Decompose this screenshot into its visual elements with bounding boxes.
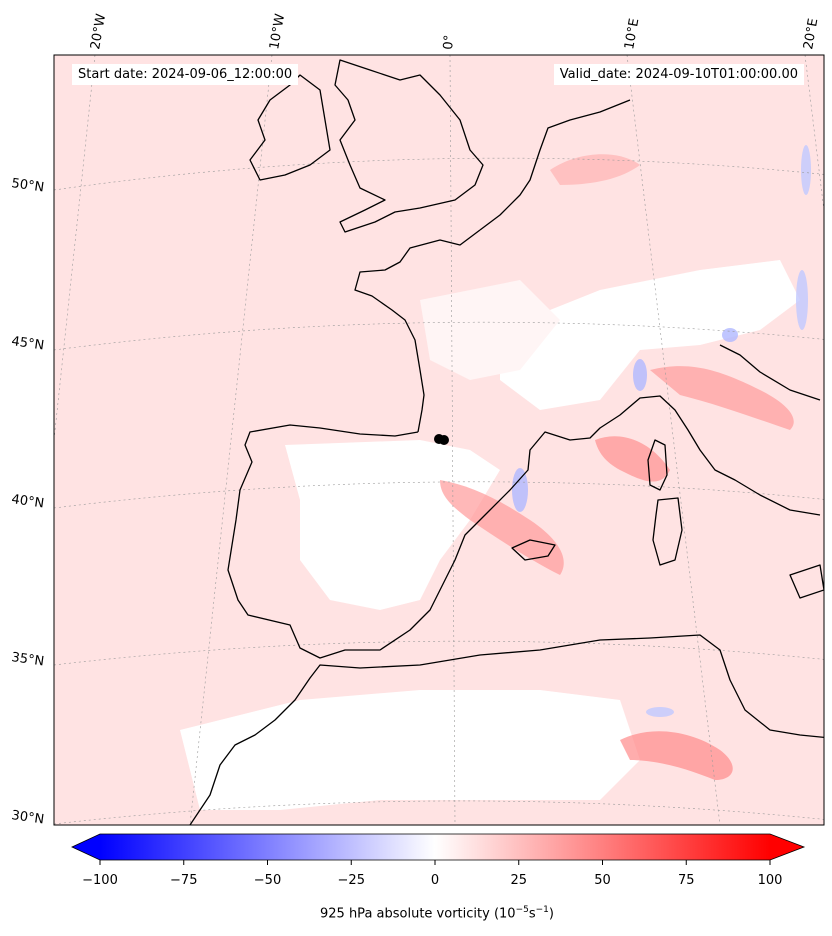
coast-north-africa (189, 634, 824, 825)
positive-vorticity-band-tyrrhenian (620, 731, 733, 780)
colorbar-tick-label: 0 (431, 873, 439, 888)
coast-iberia (227, 395, 821, 659)
low-vorticity-patch-france (420, 280, 560, 380)
coast-mallorca (511, 539, 556, 561)
start-date-label: Start date: 2024-09-06_12:00:00 (72, 64, 299, 85)
negative-vorticity-spot-north (801, 145, 811, 195)
coast-great-britain (334, 59, 484, 233)
colorbar-tick-label: −75 (170, 873, 197, 888)
colorbar-title-exp1: −5 (515, 905, 529, 915)
colorbar-tick-label: 25 (510, 873, 527, 888)
lat-label-35n: 35°N (10, 650, 45, 669)
negative-vorticity-spot-ligurian (633, 359, 647, 391)
low-vorticity-patch-alps (500, 260, 800, 410)
lon-label-20w: 20°W (88, 13, 109, 51)
coast-sicily-area (789, 564, 824, 599)
lat-label-40n: 40°N (10, 492, 45, 511)
coast-ireland (249, 74, 331, 181)
map-frame (53, 54, 825, 826)
coast-france-belgium-netherlands (479, 99, 631, 231)
colorbar-title-main: 925 hPa absolute vorticity (10 (320, 906, 516, 922)
colorbar-title: 925 hPa absolute vorticity (10−5s−1) (0, 905, 832, 921)
positive-vorticity-band-ebro (440, 480, 564, 575)
negative-vorticity-spot-east (796, 270, 808, 330)
colorbar-tick-label: −25 (338, 873, 365, 888)
coast-sardinia (652, 497, 683, 566)
lat-label-45n: 45°N (10, 334, 45, 353)
positive-vorticity-band-italy (650, 366, 794, 430)
lon-label-10e: 10°E (622, 17, 642, 50)
lat-label-50n: 50°N (10, 176, 45, 195)
negative-vorticity-spot-alps (722, 328, 738, 342)
colorbar-extend-high (770, 834, 804, 860)
colorbar-title-mid: s (528, 906, 536, 922)
location-marker (434, 434, 449, 445)
positive-vorticity-band-germany (550, 154, 640, 185)
coast-italy (719, 344, 821, 401)
negative-vorticity-spot-pyrenees (512, 468, 528, 512)
colorbar-title-end: ) (548, 906, 554, 922)
lon-label-0: 0° (441, 34, 457, 50)
colorbar-tick-label: 75 (678, 873, 695, 888)
colorbar: −100 −75 −50 −25 0 25 50 75 100 (71, 833, 806, 888)
valid-date-label: Valid_date: 2024-09-10T01:00:00.00 (553, 64, 804, 85)
coast-brittany-biscay (354, 229, 481, 433)
colorbar-extend-low (72, 834, 100, 860)
negative-vorticity-spot-africa (646, 707, 674, 717)
lon-label-20e: 20°E (801, 17, 821, 50)
positive-vorticity-band-gulf-of-lion (595, 436, 670, 482)
colorbar-body (100, 834, 770, 860)
colorbar-tick-label: −100 (82, 873, 118, 888)
coast-corsica (647, 439, 668, 491)
colorbar-tick-label: 100 (758, 873, 783, 888)
low-vorticity-patch-north-africa (180, 690, 640, 810)
lat-label-30n: 30°N (10, 808, 45, 827)
colorbar-title-exp2: −1 (535, 905, 549, 915)
coastlines (189, 59, 824, 825)
lon-label-10w: 10°W (267, 13, 288, 51)
graticule (54, 55, 824, 825)
colorbar-tick-label: −50 (254, 873, 281, 888)
colorbar-tick-label: 50 (594, 873, 611, 888)
map-panel (54, 55, 824, 825)
